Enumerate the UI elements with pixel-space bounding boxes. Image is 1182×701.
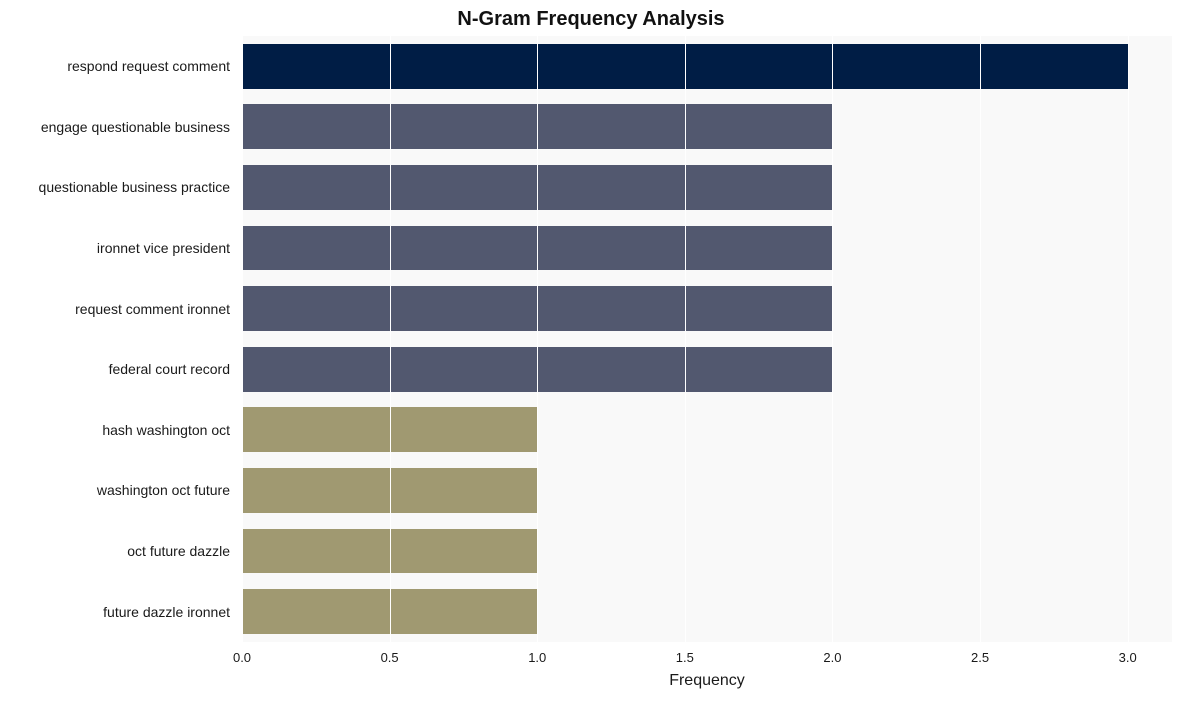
- gridline: [537, 36, 538, 642]
- gridline: [1128, 36, 1129, 642]
- bar-row: [242, 218, 1172, 279]
- x-tick-label: 2.5: [971, 650, 989, 665]
- y-axis-labels: respond request commentengage questionab…: [0, 36, 234, 642]
- bar-rows: [242, 36, 1172, 642]
- y-tick-label: ironnet vice president: [0, 218, 234, 279]
- bar-row: [242, 339, 1172, 400]
- bar-row: [242, 581, 1172, 642]
- y-tick-label: questionable business practice: [0, 157, 234, 218]
- bar-row: [242, 97, 1172, 158]
- gridline: [980, 36, 981, 642]
- chart-title: N-Gram Frequency Analysis: [0, 8, 1182, 31]
- bar-row: [242, 36, 1172, 97]
- y-tick-label: request comment ironnet: [0, 278, 234, 339]
- bar-row: [242, 278, 1172, 339]
- bar-row: [242, 157, 1172, 218]
- gridline: [685, 36, 686, 642]
- y-tick-label: federal court record: [0, 339, 234, 400]
- x-tick-label: 0.5: [381, 650, 399, 665]
- x-tick-label: 3.0: [1119, 650, 1137, 665]
- gridline: [390, 36, 391, 642]
- x-axis-ticks: 0.00.51.01.52.02.53.0: [242, 648, 1172, 668]
- y-tick-label: oct future dazzle: [0, 521, 234, 582]
- bar-row: [242, 400, 1172, 461]
- gridline: [832, 36, 833, 642]
- gridline: [242, 36, 243, 642]
- y-tick-label: engage questionable business: [0, 97, 234, 158]
- x-tick-label: 1.5: [676, 650, 694, 665]
- bar-row: [242, 521, 1172, 582]
- plot-area: [242, 36, 1172, 642]
- x-axis-title: Frequency: [242, 672, 1172, 690]
- y-tick-label: respond request comment: [0, 36, 234, 97]
- bar-row: [242, 460, 1172, 521]
- y-tick-label: future dazzle ironnet: [0, 581, 234, 642]
- x-tick-label: 2.0: [823, 650, 841, 665]
- y-tick-label: hash washington oct: [0, 400, 234, 461]
- y-tick-label: washington oct future: [0, 460, 234, 521]
- ngram-chart: N-Gram Frequency Analysis respond reques…: [0, 0, 1182, 701]
- x-tick-label: 1.0: [528, 650, 546, 665]
- x-tick-label: 0.0: [233, 650, 251, 665]
